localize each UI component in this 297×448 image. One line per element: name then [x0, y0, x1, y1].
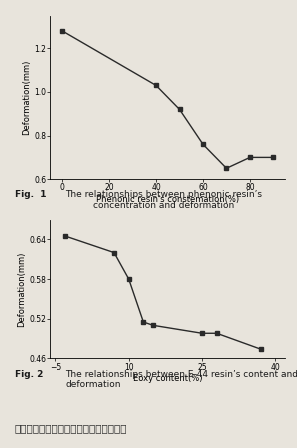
Text: The relationships between phenonic resin’s
concentration and deformation: The relationships between phenonic resin…: [65, 190, 262, 210]
Y-axis label: Deformation(mm): Deformation(mm): [22, 60, 31, 135]
Text: Fig.  1: Fig. 1: [15, 190, 46, 199]
X-axis label: Eoxy content(%): Eoxy content(%): [133, 375, 203, 383]
Text: The relationships between E-44 resin’s content and
deformation: The relationships between E-44 resin’s c…: [65, 370, 297, 389]
Y-axis label: Deformation(mm): Deformation(mm): [18, 251, 26, 327]
Text: Fig. 2: Fig. 2: [15, 370, 43, 379]
X-axis label: Phenonic resin's constemation(%): Phenonic resin's constemation(%): [96, 195, 239, 204]
Text: 酥醉樹脂浸漰後在固化過程中由於熱應力: 酥醉樹脂浸漰後在固化過程中由於熱應力: [15, 423, 127, 433]
